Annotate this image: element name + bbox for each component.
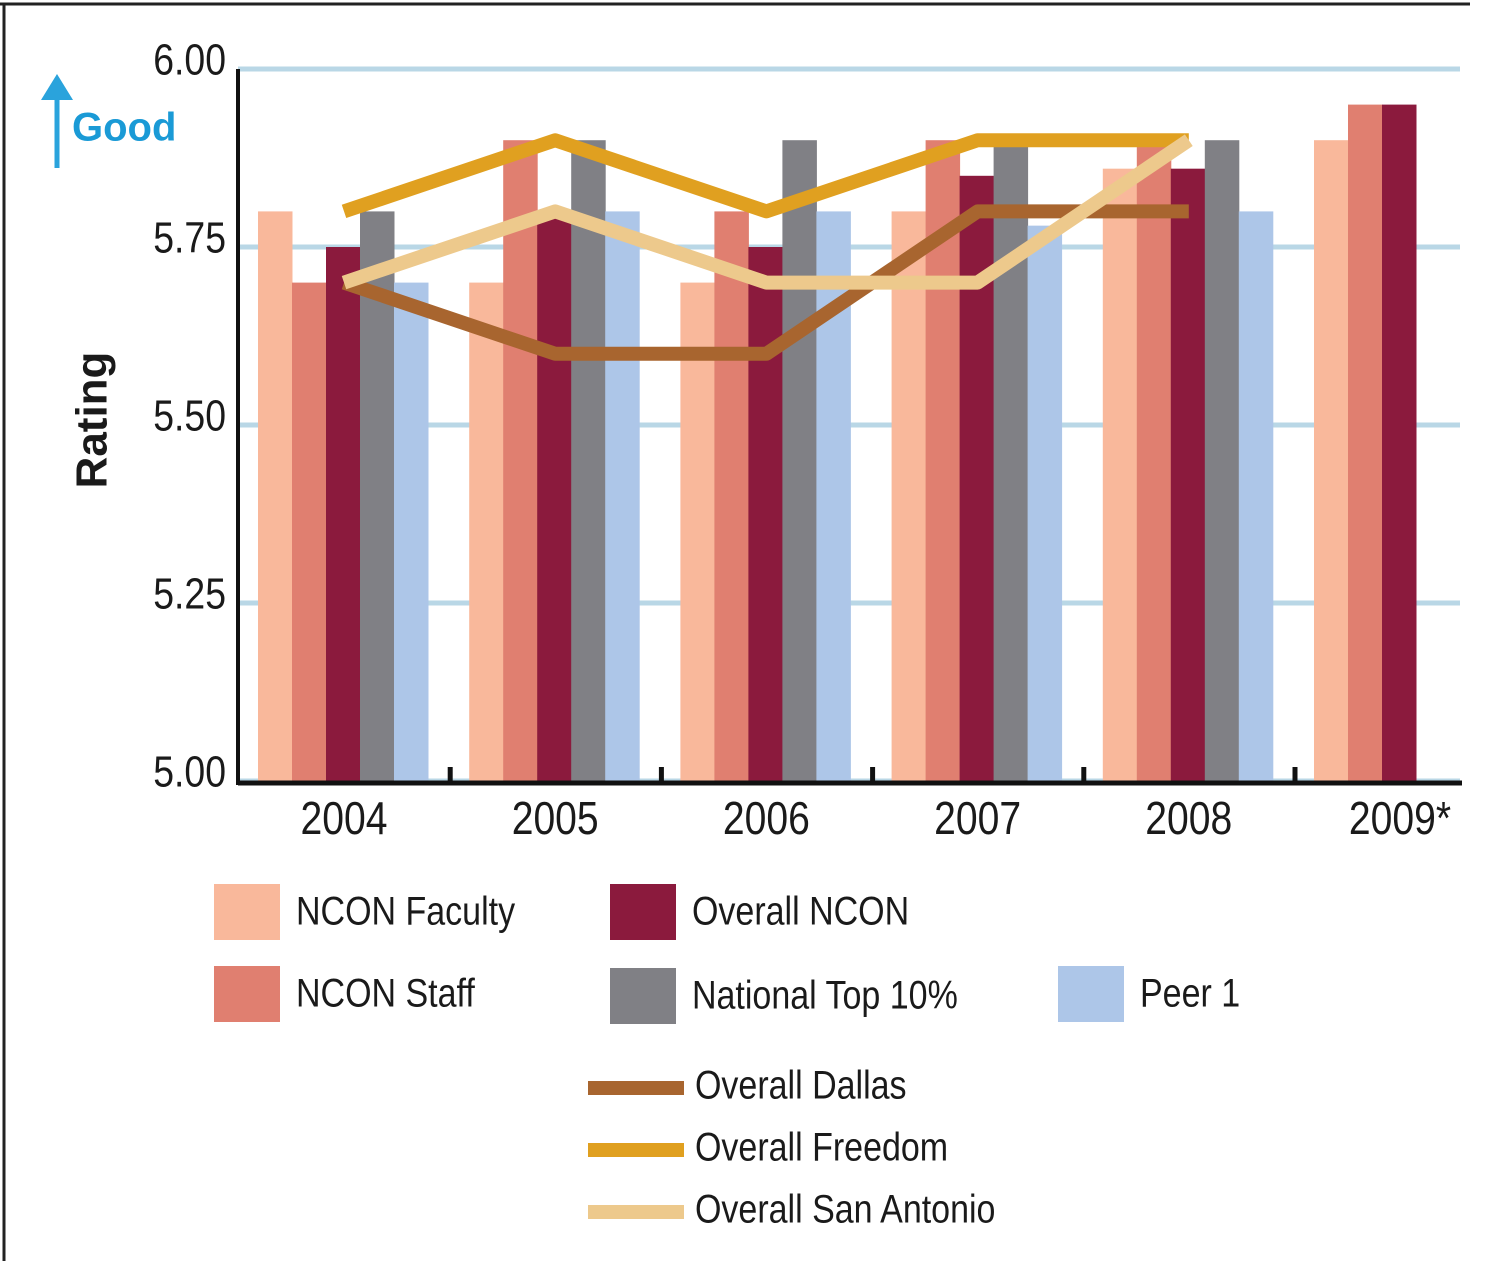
bar <box>1028 226 1063 781</box>
y-tick-label: 5.50 <box>153 391 226 441</box>
bar <box>326 247 361 781</box>
legend-label: Overall NCON <box>692 888 909 933</box>
bar <box>1382 105 1417 781</box>
bar <box>1239 211 1274 781</box>
legend-swatch <box>214 966 280 1022</box>
y-tick-label: 6.00 <box>153 35 226 85</box>
x-tick-label: 2007 <box>934 793 1021 845</box>
legend-label: Overall San Antonio <box>695 1186 995 1231</box>
bar <box>469 283 504 781</box>
bar <box>1103 169 1138 781</box>
legend-label: National Top 10% <box>692 972 958 1017</box>
x-tick-label: 2006 <box>723 793 810 845</box>
bar <box>1205 140 1240 781</box>
x-tick-label: 2005 <box>512 793 599 845</box>
bar <box>892 211 927 781</box>
bar <box>1171 169 1206 781</box>
bar <box>394 283 429 781</box>
legend-swatch <box>610 884 676 940</box>
good-arrow-head <box>41 74 73 100</box>
bar <box>994 140 1029 781</box>
legend-swatch <box>610 968 676 1024</box>
legend-label: Overall Freedom <box>695 1124 948 1169</box>
bar <box>782 140 817 781</box>
bar <box>605 211 640 781</box>
legend-label: NCON Faculty <box>296 888 515 933</box>
bar <box>714 211 749 781</box>
annotation: Good <box>72 106 176 150</box>
chart: Rating Good 5.00 5.25 5.50 5.75 6.00 2004 2005… <box>0 0 1499 1261</box>
legend-swatch <box>214 884 280 940</box>
bar <box>1348 105 1383 781</box>
x-tick-label: 2008 <box>1145 793 1232 845</box>
y-tick-label: 5.25 <box>153 569 226 619</box>
bar <box>292 283 327 781</box>
bar <box>258 211 293 781</box>
line-series <box>344 140 1189 211</box>
bar <box>503 140 538 781</box>
y-axis-label: Rating <box>68 352 117 489</box>
legend-label: NCON Staff <box>296 970 475 1015</box>
legend-label: Overall Dallas <box>695 1062 907 1107</box>
legend-swatch <box>1058 966 1124 1022</box>
y-tick-label: 5.75 <box>153 213 226 263</box>
legend-label: Peer 1 <box>1140 970 1240 1015</box>
bar <box>1314 140 1349 781</box>
bar <box>571 140 606 781</box>
bar <box>1137 140 1172 781</box>
y-tick-label: 5.00 <box>153 747 226 797</box>
x-tick-label: 2009* <box>1349 793 1451 845</box>
bar <box>748 247 783 781</box>
x-tick-label: 2004 <box>301 793 388 845</box>
bar <box>537 211 572 781</box>
